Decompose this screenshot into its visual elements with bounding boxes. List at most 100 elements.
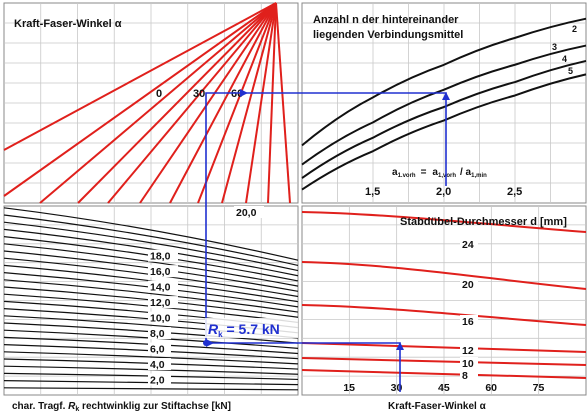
- panel2-axis-label: a1.vorh = a1,vorh / a1,min: [392, 167, 487, 179]
- panel4-title: Stabdübel-Durchmesser d [mm]: [400, 216, 567, 228]
- diameter-curves: [301, 211, 587, 379]
- panel2-title-line2: liegenden Verbindungsmittel: [313, 29, 463, 41]
- panel3-y-tick: 18,0: [150, 251, 171, 263]
- arrow-up-2: [442, 92, 450, 100]
- rk-curve: [3, 279, 299, 313]
- n-curve-labels: 2 345: [552, 24, 577, 76]
- fan-line: [107, 2, 277, 204]
- panel3-xlabel: char. Tragf. Rk rechtwinklig zur Stiftac…: [12, 401, 231, 413]
- fan-line: [139, 2, 277, 204]
- panel4-x-tick: 60: [485, 382, 497, 394]
- rk-annotation-box: [205, 318, 298, 338]
- panel2-title-line1: Anzahl n der hintereinander: [313, 14, 459, 26]
- diameter-label: 16: [462, 316, 474, 328]
- tick-bg: [148, 265, 178, 278]
- rk-curve: [3, 351, 299, 365]
- fan-line: [221, 2, 277, 204]
- arrow-right: [240, 89, 248, 97]
- diameter-label: 10: [462, 358, 474, 370]
- panel4-xlabel: Kraft-Faser-Winkel α: [388, 401, 487, 412]
- n-curve-label: 5: [568, 66, 573, 76]
- fan-line: [197, 2, 277, 204]
- angle-label-30: 30: [193, 88, 205, 100]
- panel3-y-tick: 8,0: [150, 328, 165, 340]
- diameter-curve-24: [301, 211, 587, 233]
- panel3-y-tick: 2,0: [150, 375, 165, 387]
- rk-curve: [3, 214, 299, 266]
- diameter-curve-12: [301, 342, 587, 353]
- tick-bg: [148, 342, 171, 355]
- rk-curve: [3, 221, 299, 272]
- panel4-x-tick: 30: [391, 382, 403, 394]
- fan-lines: [3, 2, 291, 204]
- guide-line: [205, 92, 447, 392]
- n-curve-5: [301, 73, 587, 191]
- panel4-x-ticks: 15 30 45 60 75: [343, 382, 544, 394]
- panel3-y-ticks: 2,0 4,0 6,0 8,0 10,0 12,0 14,0 16,0 18,0 20,0: [148, 206, 264, 387]
- fan-line: [267, 2, 277, 204]
- diameter-label: 24: [462, 239, 474, 251]
- tick-bg: [148, 280, 178, 293]
- fan-line: [3, 2, 277, 197]
- n-curve-label: 3: [552, 42, 557, 52]
- diameter-label: 12: [462, 345, 474, 357]
- tick-bg: [148, 327, 171, 340]
- fan-line: [245, 2, 277, 204]
- grid-lines: [4, 3, 586, 395]
- reading-path: [203, 89, 450, 392]
- panel3-y-tick: 12,0: [150, 297, 171, 309]
- panel1-title: Kraft-Faser-Winkel α: [14, 18, 122, 30]
- label-bg: [460, 369, 478, 380]
- arrow-up: [396, 342, 404, 350]
- panel3-y-tick: 4,0: [150, 359, 165, 371]
- panel4-x-tick: 45: [438, 382, 450, 394]
- panel3-y-tick: 16,0: [150, 266, 171, 278]
- fan-line: [3, 2, 277, 151]
- panel2-x-tick: 1,5: [365, 186, 380, 198]
- rk-curve: [3, 243, 299, 287]
- n-curve-4: [301, 59, 587, 179]
- label-bg: [460, 278, 478, 289]
- diameter-curve-8: [301, 369, 587, 379]
- angle-label-0: 0: [156, 88, 162, 100]
- rk-curve: [3, 387, 299, 391]
- panel4-x-tick: 15: [343, 382, 355, 394]
- label-bg: [460, 315, 478, 326]
- rk-annotation: Rk = 5.7 kN: [208, 321, 280, 339]
- panel3-y-tick: 14,0: [150, 282, 171, 294]
- tick-bg: [148, 249, 178, 262]
- fan-line: [77, 2, 277, 204]
- diameter-label: 8: [462, 370, 468, 382]
- rk-curve: [3, 207, 299, 261]
- n-curves: [301, 17, 587, 191]
- diameter-curve-10: [301, 357, 587, 366]
- n-curve-label: 4: [562, 54, 567, 64]
- n-curve-3: [301, 44, 587, 166]
- panel3-y-tick: 10,0: [150, 313, 171, 325]
- rk-point: [203, 340, 209, 346]
- panel2-x-tick: 2,0: [436, 186, 451, 198]
- rk-curve: [3, 228, 299, 277]
- fan-line: [39, 2, 277, 204]
- n-curve-2: [301, 17, 587, 147]
- diameter-curve-20: [301, 261, 587, 290]
- label-bg: [460, 357, 478, 368]
- n-curve-label: 2: [572, 24, 577, 34]
- panel3-y-tick: 20,0: [236, 207, 257, 219]
- diameter-curve-16: [301, 304, 587, 326]
- tick-bg: [148, 311, 178, 324]
- panel4-x-tick: 75: [533, 382, 545, 394]
- tick-bg: [148, 358, 171, 371]
- fan-line: [169, 2, 277, 204]
- diameter-label: 20: [462, 279, 474, 291]
- tick-bg: [148, 296, 178, 309]
- fan-line: [275, 2, 291, 204]
- tick-bg: [234, 206, 264, 218]
- panel2-x-ticks: 1,5 2,0 2,5: [365, 186, 522, 198]
- label-bg: [460, 238, 478, 249]
- tick-bg: [148, 373, 171, 386]
- label-bg: [460, 344, 478, 355]
- panel3-y-tick: 6,0: [150, 344, 165, 356]
